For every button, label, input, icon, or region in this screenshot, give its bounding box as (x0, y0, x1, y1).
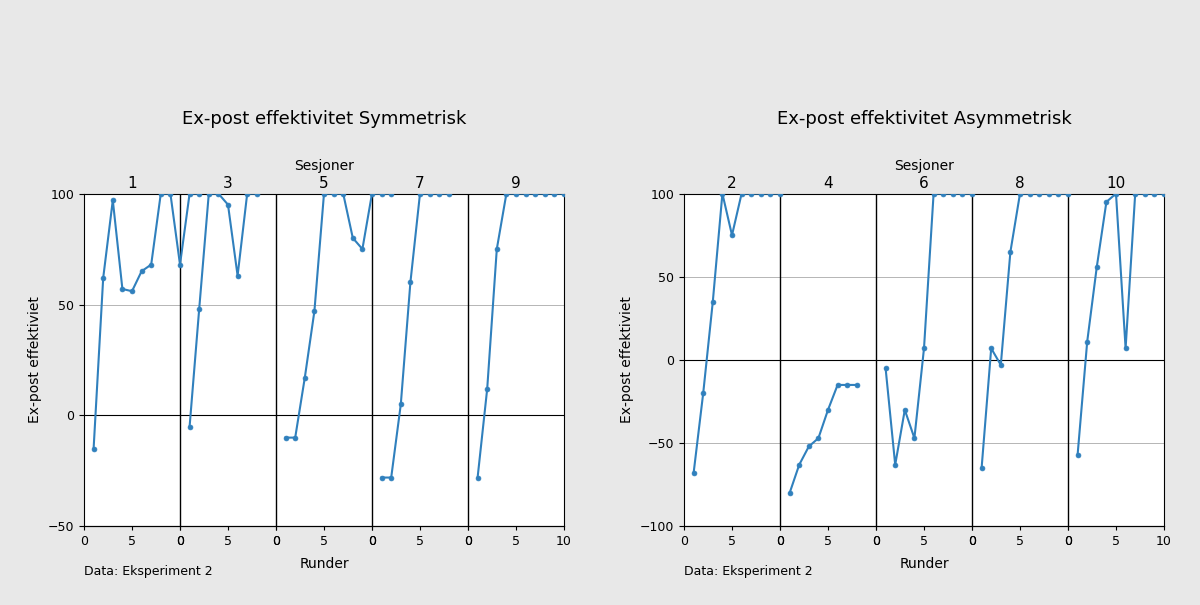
X-axis label: Runder: Runder (899, 557, 949, 571)
Text: Data: Eksperiment 2: Data: Eksperiment 2 (684, 564, 812, 578)
Y-axis label: Ex-post effektiviet: Ex-post effektiviet (29, 296, 42, 424)
Text: Data: Eksperiment 2: Data: Eksperiment 2 (84, 564, 212, 578)
Y-axis label: Ex-post effektiviet: Ex-post effektiviet (620, 296, 635, 424)
X-axis label: Sesjoner: Sesjoner (294, 159, 354, 173)
X-axis label: Sesjoner: Sesjoner (894, 159, 954, 173)
X-axis label: Runder: Runder (299, 557, 349, 571)
Title: Ex-post effektivitet Symmetrisk: Ex-post effektivitet Symmetrisk (182, 110, 466, 128)
Title: Ex-post effektivitet Asymmetrisk: Ex-post effektivitet Asymmetrisk (776, 110, 1072, 128)
